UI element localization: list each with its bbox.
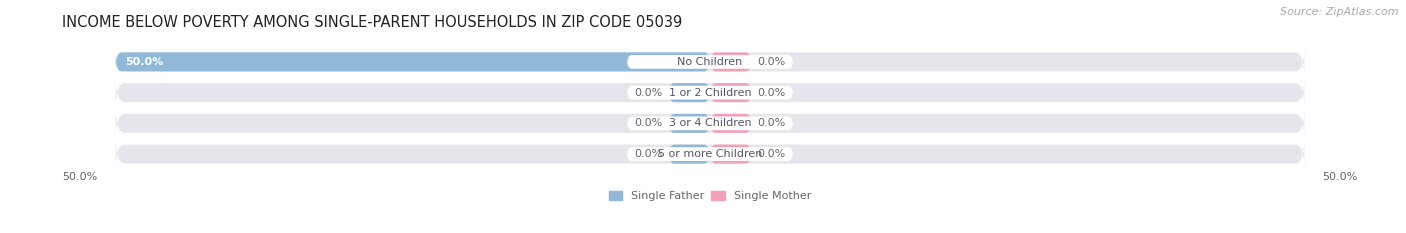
Text: 0.0%: 0.0% xyxy=(758,118,786,128)
FancyBboxPatch shape xyxy=(668,83,710,102)
Text: 0.0%: 0.0% xyxy=(758,88,786,98)
Text: 50.0%: 50.0% xyxy=(1323,172,1358,182)
FancyBboxPatch shape xyxy=(627,86,793,99)
Text: 50.0%: 50.0% xyxy=(125,57,163,67)
FancyBboxPatch shape xyxy=(710,52,752,72)
Text: 0.0%: 0.0% xyxy=(634,118,662,128)
Text: INCOME BELOW POVERTY AMONG SINGLE-PARENT HOUSEHOLDS IN ZIP CODE 05039: INCOME BELOW POVERTY AMONG SINGLE-PARENT… xyxy=(62,15,682,30)
FancyBboxPatch shape xyxy=(668,144,710,164)
Text: 0.0%: 0.0% xyxy=(634,88,662,98)
FancyBboxPatch shape xyxy=(115,47,1305,77)
Legend: Single Father, Single Mother: Single Father, Single Mother xyxy=(609,191,811,201)
FancyBboxPatch shape xyxy=(627,147,793,161)
Text: 50.0%: 50.0% xyxy=(62,172,97,182)
FancyBboxPatch shape xyxy=(115,52,710,72)
FancyBboxPatch shape xyxy=(710,144,752,164)
Text: Source: ZipAtlas.com: Source: ZipAtlas.com xyxy=(1281,7,1399,17)
FancyBboxPatch shape xyxy=(668,114,710,133)
FancyBboxPatch shape xyxy=(710,83,752,102)
FancyBboxPatch shape xyxy=(627,55,793,69)
Text: 0.0%: 0.0% xyxy=(758,149,786,159)
FancyBboxPatch shape xyxy=(115,139,1305,169)
FancyBboxPatch shape xyxy=(115,108,1305,138)
Text: 0.0%: 0.0% xyxy=(758,57,786,67)
FancyBboxPatch shape xyxy=(115,78,1305,108)
Text: 3 or 4 Children: 3 or 4 Children xyxy=(669,118,751,128)
FancyBboxPatch shape xyxy=(710,114,752,133)
Text: 5 or more Children: 5 or more Children xyxy=(658,149,762,159)
Text: 1 or 2 Children: 1 or 2 Children xyxy=(669,88,751,98)
Text: No Children: No Children xyxy=(678,57,742,67)
Text: 0.0%: 0.0% xyxy=(634,149,662,159)
FancyBboxPatch shape xyxy=(627,116,793,130)
